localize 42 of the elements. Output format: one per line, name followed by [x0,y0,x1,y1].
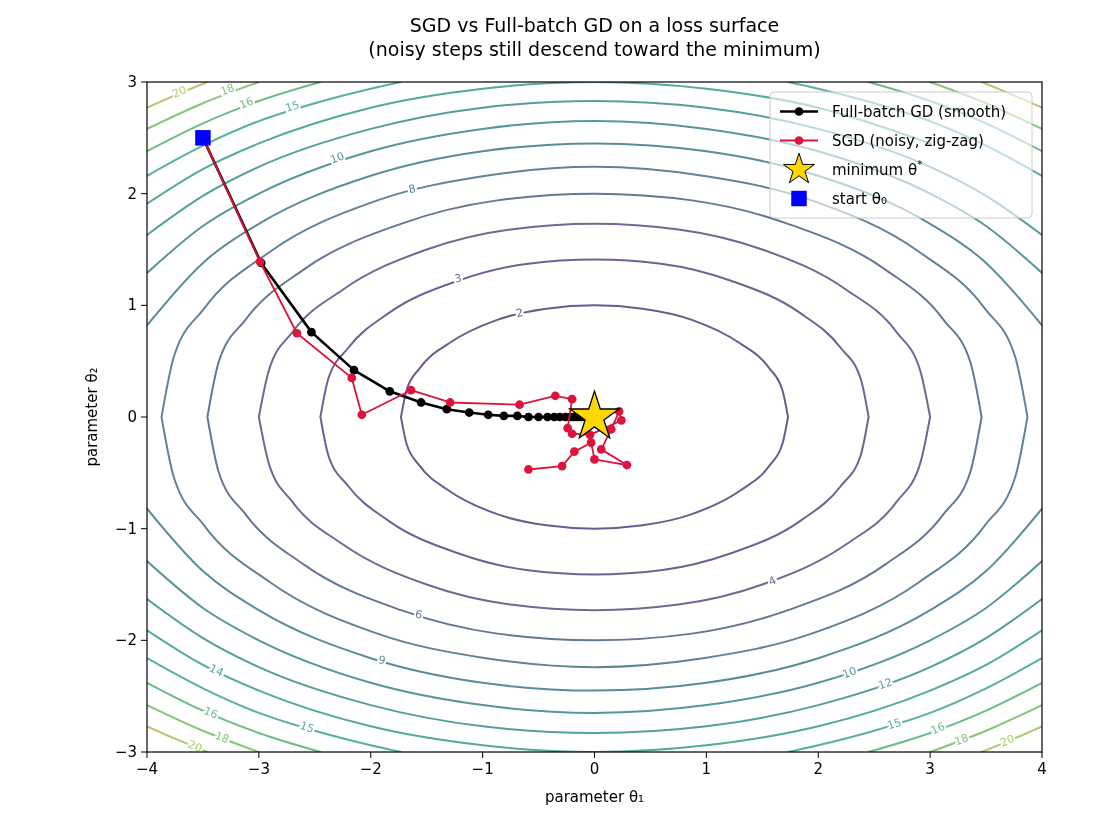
annotation: 10 [840,664,859,682]
annotation: 8 [407,182,417,197]
annotation: 3 [453,271,463,286]
annotation: 16 [929,719,947,738]
annotation: 18 [218,81,237,99]
legend-label: start θ₀ [832,189,887,208]
annotation: 15 [885,715,903,733]
annotation: 12 [876,675,895,693]
x-tick-label: −1 [471,760,494,778]
y-tick-label: 3 [127,73,137,91]
x-tick-label: 2 [813,760,824,778]
x-tick-label: 0 [589,760,600,778]
chart-title: SGD vs Full-batch GD on a loss surface (noisy steps still descend toward the minimum) [368,14,821,60]
x-tick-label: 4 [1037,760,1047,778]
x-tick-label: −3 [247,760,270,778]
x-tick-label: 3 [925,760,935,778]
x-axis-title: parameter θ₁ [544,788,645,806]
legend-label: SGD (noisy, zig-zag) [832,131,984,150]
legend-label: Full-batch GD (smooth) [832,102,1006,121]
y-tick-label: 1 [127,296,137,315]
x-tick-label: 1 [701,760,712,778]
x-tick-label: −2 [359,760,382,778]
x-tick-label: −4 [135,760,159,778]
y-tick-label: −3 [114,743,137,761]
y-tick-label: 0 [127,408,137,426]
annotation: 20 [186,737,205,756]
annotation: 16 [237,94,256,112]
annotation: 20 [170,83,189,101]
annotation: 10 [328,149,347,167]
annotation: 2 [514,306,525,321]
annotation: 18 [213,728,231,747]
annotation: 18 [952,731,971,749]
annotation: 15 [298,719,316,736]
annotation: 9 [377,653,387,668]
y-axis-title: parameter θ₂ [83,367,101,467]
y-tick-label: −2 [114,631,137,650]
y-tick-label: −1 [114,519,137,538]
annotation: 16 [201,704,220,722]
legend-label: minimum θ$^{*}$ [832,157,923,179]
annotation: 20 [998,732,1017,750]
y-tick-label: 2 [127,184,137,203]
annotation: 15 [283,98,302,115]
